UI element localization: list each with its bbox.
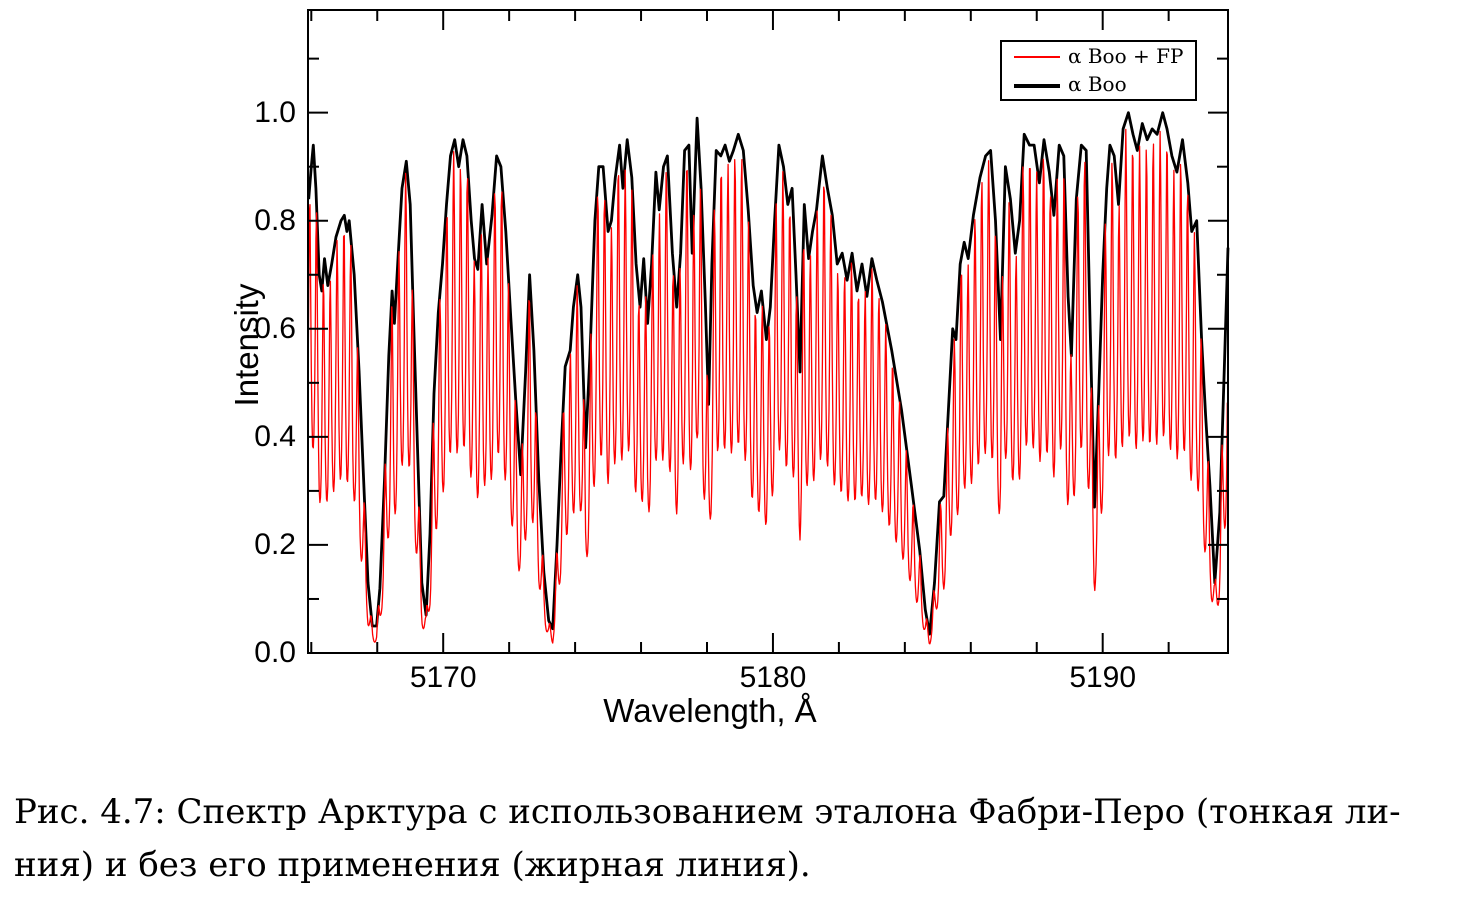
x-tick-label: 5170: [409, 661, 477, 694]
caption-line-2: ния) и без его применения (жирная линия)…: [14, 845, 811, 885]
x-tick-label: 5190: [1069, 661, 1137, 694]
legend-entry-aboo: α Boo: [1002, 70, 1195, 98]
caption-line-1: Рис. 4.7: Спектр Арктура с использование…: [14, 792, 1401, 832]
y-tick-label: 1.0: [254, 95, 296, 129]
plot-frame: [307, 9, 1229, 654]
spectrum-curves: [307, 111, 1230, 645]
legend-label-aboo: α Boo: [1068, 72, 1127, 96]
x-axis-title: Wavelength, Å: [603, 692, 817, 729]
legend-entry-aboo-fp: α Boo + FP: [1002, 42, 1195, 70]
alpha-boo-curve: [307, 111, 1230, 636]
legend: α Boo + FP α Boo: [1000, 40, 1197, 101]
alpha-boo-fp-curve: [307, 128, 1228, 645]
y-tick-label: 0.0: [254, 636, 296, 669]
y-tick-label: 0.6: [254, 311, 296, 345]
figure-caption: Рис. 4.7: Спектр Арктура с использование…: [14, 786, 1401, 892]
x-tick-label: 5180: [739, 661, 807, 694]
y-tick-label: 0.8: [254, 203, 296, 237]
y-tick-label: 0.4: [254, 419, 296, 453]
y-tick-label: 0.2: [254, 527, 296, 561]
thin-red-line-sample: [1014, 56, 1060, 58]
legend-label-aboo-fp: α Boo + FP: [1068, 44, 1184, 68]
thick-black-line-sample: [1014, 84, 1060, 88]
axis-ticks: [308, 10, 1228, 654]
